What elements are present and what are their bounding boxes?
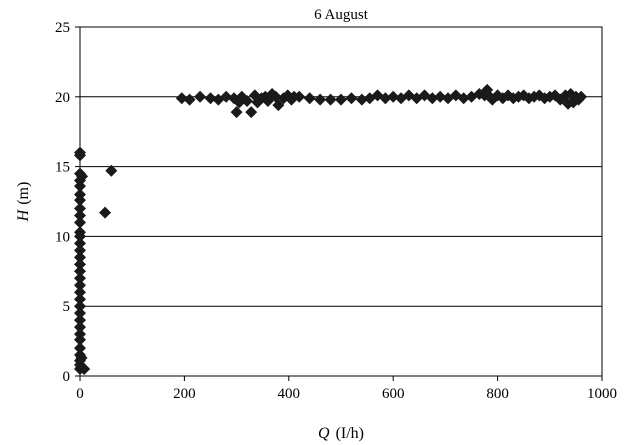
data-point: [75, 351, 88, 364]
data-point: [76, 170, 89, 183]
y-tick-label: 5: [63, 299, 71, 315]
data-point: [272, 99, 285, 112]
data-point: [105, 164, 118, 177]
data-point: [74, 251, 86, 264]
data-point: [74, 314, 86, 327]
y-axis-variable: H: [15, 208, 32, 222]
data-point: [74, 209, 86, 222]
data-point: [314, 93, 327, 106]
data-point: [204, 92, 217, 105]
data-point: [355, 93, 368, 106]
data-point: [74, 237, 86, 250]
data-point: [575, 90, 588, 103]
data-point: [99, 206, 112, 219]
x-tick-label: 1000: [587, 386, 617, 402]
data-point: [241, 94, 254, 107]
gridlines: [80, 96, 602, 307]
data-point: [74, 146, 86, 159]
plot-area: [79, 26, 603, 377]
data-point: [74, 342, 86, 355]
data-point: [78, 363, 91, 376]
x-tick-label: 200: [173, 386, 196, 402]
data-point: [220, 90, 233, 103]
y-tick-label: 25: [55, 20, 70, 36]
x-tick-label: 400: [278, 386, 301, 402]
data-point: [245, 106, 258, 119]
y-tick-label: 0: [63, 369, 71, 385]
data-point: [74, 293, 86, 306]
data-point: [345, 92, 358, 105]
data-point: [74, 328, 86, 341]
data-point: [74, 216, 86, 229]
axis-ticks: 0 5 10 15 20 25 0 200 400 600 800 1000: [55, 20, 617, 402]
data-point: [293, 90, 306, 103]
x-axis-label: Q (I/h): [318, 425, 364, 442]
data-point: [303, 92, 316, 105]
y-axis-unit: (m): [15, 182, 32, 205]
data-point: [74, 188, 86, 201]
data-point: [230, 106, 243, 119]
y-axis-label: H (m): [15, 182, 32, 223]
data-point: [175, 92, 188, 105]
data-point: [434, 90, 447, 103]
data-point: [324, 93, 337, 106]
data-point: [379, 92, 392, 105]
data-point: [74, 226, 86, 239]
y-tick-label: 20: [55, 90, 70, 106]
x-tick-label: 0: [76, 386, 84, 402]
data-point: [74, 286, 86, 299]
data-point: [74, 307, 86, 320]
data-point: [74, 258, 86, 271]
chart-title: 6 August: [314, 7, 369, 23]
data-point: [74, 244, 86, 257]
data-point: [74, 279, 86, 292]
x-axis-variable: Q: [318, 425, 330, 442]
data-point: [426, 92, 439, 105]
data-points: [74, 83, 588, 376]
data-point: [74, 272, 86, 285]
x-tick-label: 800: [486, 386, 509, 402]
y-tick-label: 10: [55, 229, 70, 245]
data-point: [194, 90, 207, 103]
data-point: [183, 93, 196, 106]
data-point: [74, 321, 86, 334]
data-point: [387, 90, 400, 103]
data-point: [74, 265, 86, 278]
data-point: [74, 300, 86, 313]
data-point: [457, 92, 470, 105]
x-axis-unit: (I/h): [336, 425, 364, 442]
data-point: [335, 93, 347, 106]
data-point: [74, 202, 86, 215]
y-tick-label: 15: [55, 160, 70, 176]
x-tick-label: 600: [382, 386, 405, 402]
